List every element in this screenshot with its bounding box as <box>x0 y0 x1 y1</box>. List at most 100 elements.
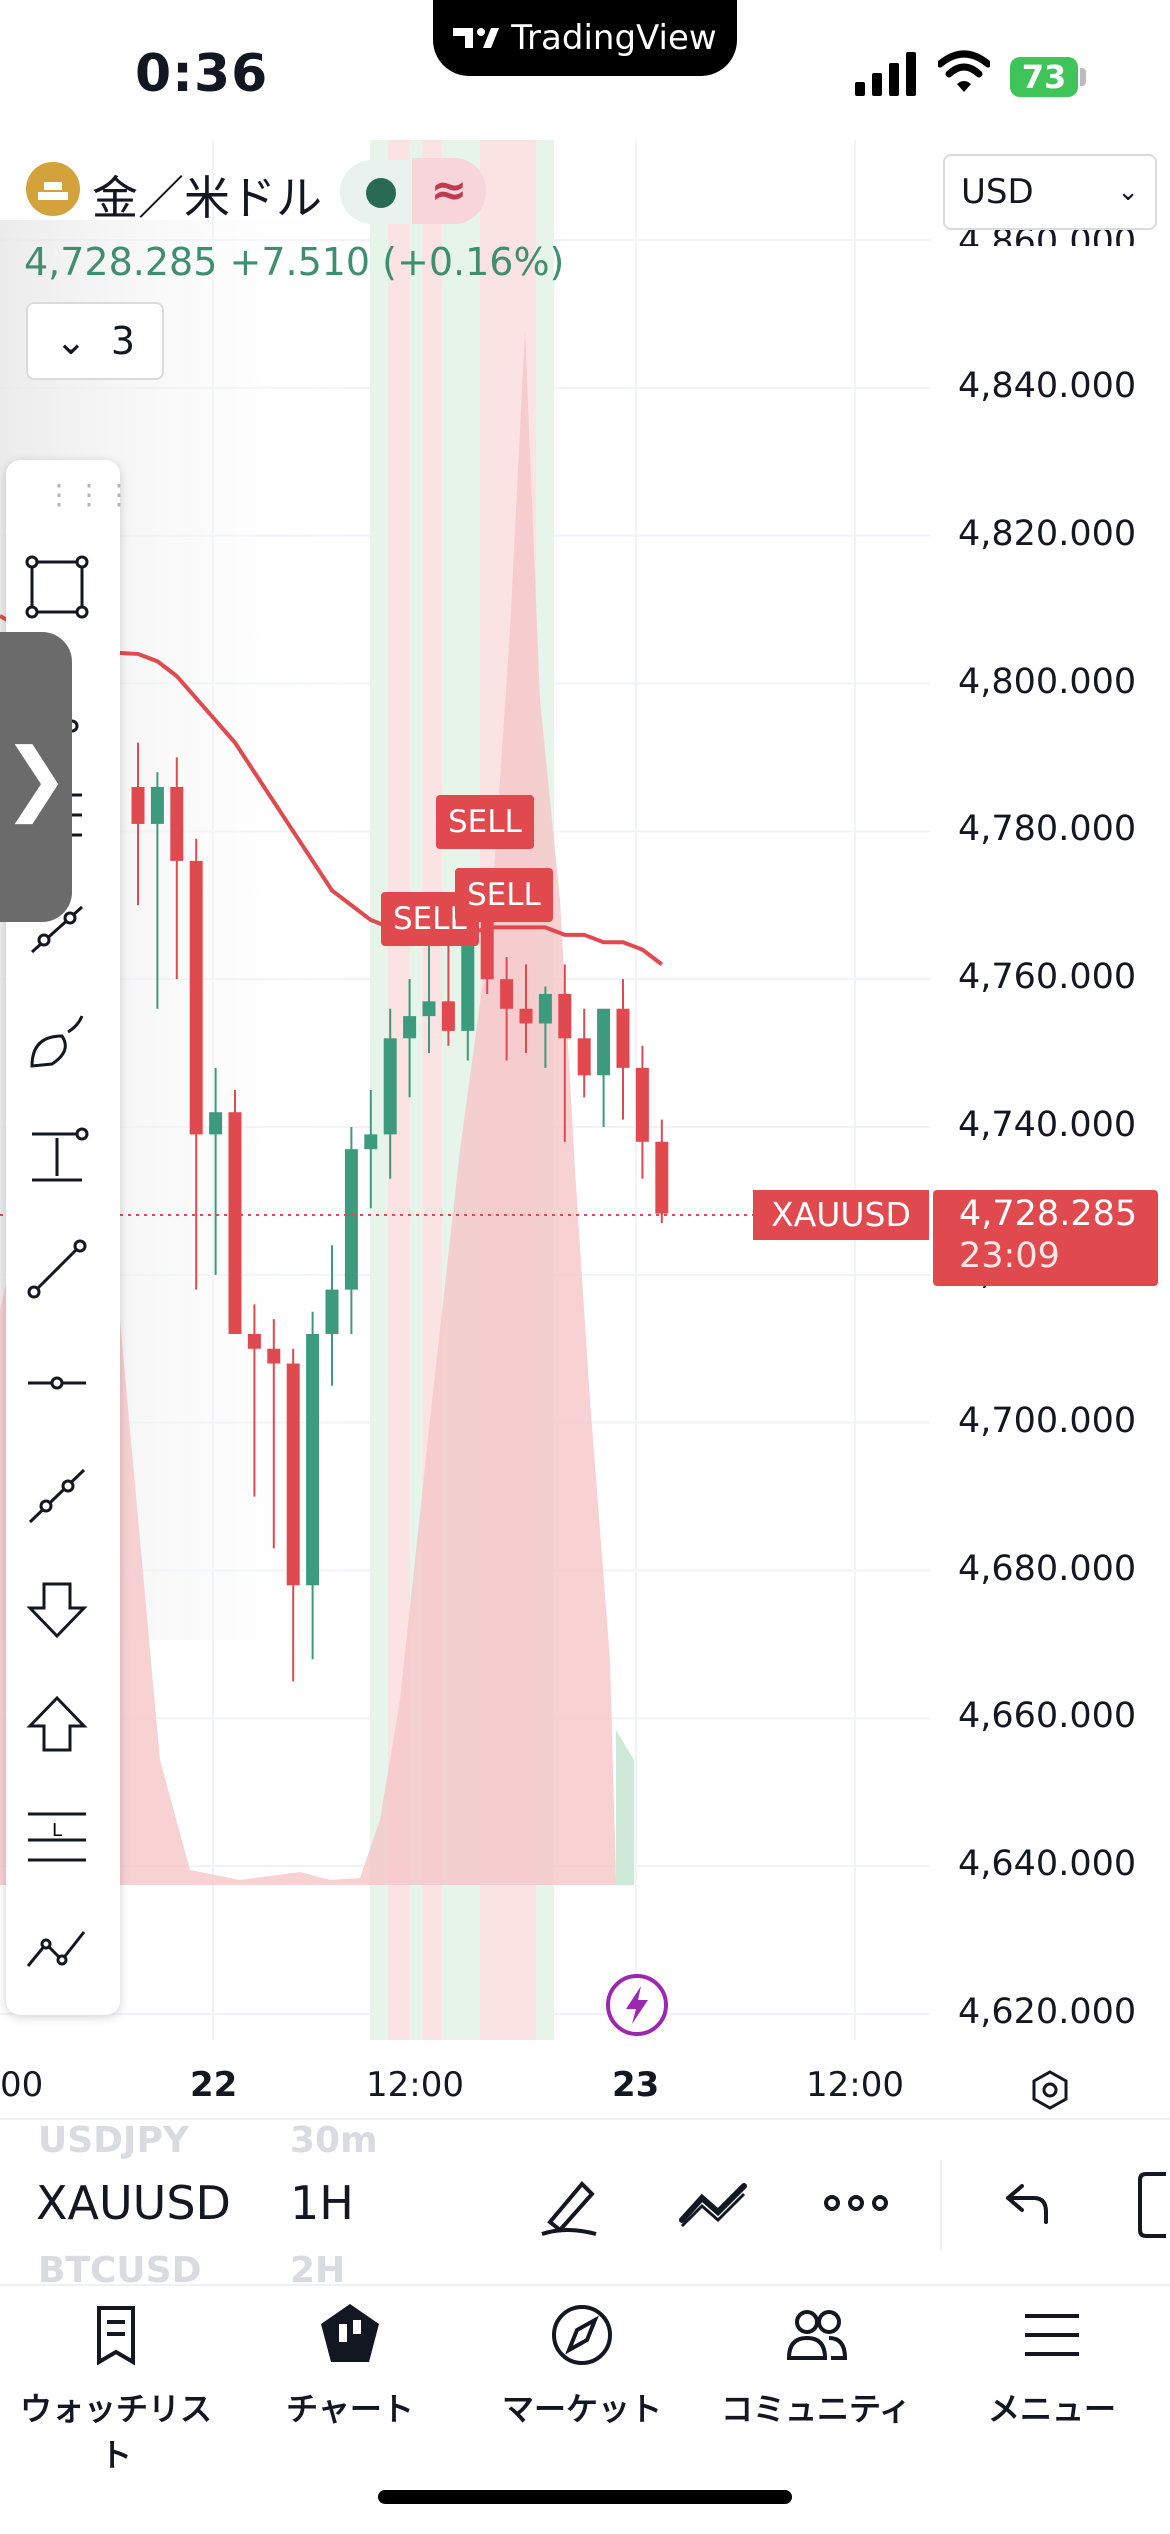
horizontal-line-tool-icon[interactable] <box>22 1348 92 1418</box>
chart-icon <box>321 2304 379 2362</box>
tab-label: マーケット <box>501 2390 662 2428</box>
undo-icon[interactable] <box>1000 2180 1052 2226</box>
gold-symbol-icon <box>26 162 80 216</box>
currency-select[interactable]: USD ⌄ <box>943 154 1157 230</box>
candle-body <box>422 1001 436 1017</box>
candle-body <box>344 1149 358 1290</box>
time-axis-label: 00 <box>0 2065 44 2105</box>
time-axis-label: 12:00 <box>366 2065 464 2105</box>
fullscreen-icon[interactable] <box>1136 2170 1170 2240</box>
wifi-icon <box>938 50 990 92</box>
price-axis-label: 4,660.000 <box>958 1696 1137 1737</box>
candle-body <box>577 1038 591 1076</box>
moving-average <box>0 614 664 966</box>
tab-label: チャート <box>286 2390 414 2428</box>
candle-body <box>325 1289 339 1334</box>
candle-body <box>267 1348 281 1364</box>
candle-body <box>364 1134 378 1150</box>
toolbar-grip-icon[interactable]: ⋮⋮⋮ <box>45 478 135 511</box>
home-indicator <box>378 2490 792 2504</box>
delayed-data-icon[interactable]: ≈ <box>412 158 486 224</box>
dynamic-island: TradingView <box>433 0 737 76</box>
current-price: 4,728.285 <box>959 1194 1138 1234</box>
ray-tool-icon[interactable] <box>22 1460 92 1530</box>
chart-settings-icon[interactable] <box>1028 2068 1072 2112</box>
long-position-tool-icon[interactable]: L <box>22 1800 92 1870</box>
price-axis-label: 4,780.000 <box>958 809 1137 850</box>
lightning-icon[interactable] <box>604 1972 670 2038</box>
candle-body <box>209 1112 223 1135</box>
brush-tool-icon[interactable] <box>22 1006 92 1076</box>
island-title: TradingView <box>511 18 717 58</box>
last-price-line: 4,728.285 +7.510 (+0.16%) <box>24 240 565 284</box>
time-axis-label: 22 <box>190 2065 238 2105</box>
prev-symbol[interactable]: USDJPY <box>38 2120 189 2161</box>
candles <box>131 742 669 1682</box>
trendline-tool-icon[interactable] <box>22 1234 92 1304</box>
candle-body <box>131 786 145 824</box>
candle-body <box>616 1008 630 1068</box>
pen-icon[interactable] <box>536 2170 606 2240</box>
candle-body <box>461 920 475 1031</box>
candle-body <box>228 1112 242 1334</box>
battery-icon: 73 <box>1010 57 1078 97</box>
symbol-name[interactable]: 金／米ドル <box>92 171 322 225</box>
candle-body <box>441 1001 455 1031</box>
svg-text:L: L <box>52 1820 62 1841</box>
market-open-dot-icon <box>366 178 396 208</box>
volume-area <box>0 330 634 1885</box>
candle-body <box>383 1038 397 1135</box>
price-axis-label: 4,640.000 <box>958 1844 1137 1885</box>
band <box>388 140 410 2040</box>
node-tool-icon[interactable] <box>22 892 92 962</box>
battery-nub <box>1080 68 1086 86</box>
chevron-down-icon: ⌄ <box>1117 177 1139 207</box>
tab-community[interactable]: コミュニティ <box>716 2300 916 2430</box>
arrow-down-tool-icon[interactable] <box>22 1574 92 1644</box>
tab-chart[interactable]: チャート <box>250 2300 450 2430</box>
indicators-collapse-button[interactable]: ⌄ 3 <box>26 302 164 380</box>
rectangle-tool-icon[interactable] <box>22 552 92 622</box>
current-price-tag: 4,728.285 23:09 <box>933 1190 1158 1286</box>
indicators-icon[interactable] <box>678 2176 750 2232</box>
band <box>370 140 388 2040</box>
measure-tool-icon[interactable] <box>22 1120 92 1190</box>
tab-menu[interactable]: メニュー <box>952 2300 1152 2430</box>
indicators-count: 3 <box>110 319 136 363</box>
community-icon <box>786 2310 848 2360</box>
candle-body <box>170 786 184 861</box>
volume-area <box>0 330 616 1885</box>
tab-label: コミュニティ <box>720 2390 912 2428</box>
candle-body <box>286 1363 300 1586</box>
candle-body <box>189 860 203 1135</box>
chevron-down-icon: ⌄ <box>54 319 87 363</box>
tab-market[interactable]: マーケット <box>482 2300 682 2430</box>
currency-value: USD <box>961 172 1034 212</box>
sell-signal-tag: SELL <box>436 795 534 849</box>
path-tool-icon[interactable] <box>22 1914 92 1984</box>
price-axis-label: 4,680.000 <box>958 1548 1137 1589</box>
prev-interval[interactable]: 30m <box>290 2120 378 2161</box>
tab-label: ウォッチリスト <box>19 2390 212 2474</box>
current-interval[interactable]: 1H <box>290 2176 354 2230</box>
current-symbol[interactable]: XAUUSD <box>36 2176 231 2230</box>
more-icon[interactable] <box>820 2188 892 2218</box>
sell-signal-tag: SELL <box>455 868 553 922</box>
ma-line <box>0 614 664 966</box>
time-axis-label: 23 <box>612 2065 660 2105</box>
tradingview-logo-icon <box>453 28 500 48</box>
symbol-price-line-tag: XAUUSD <box>753 1190 929 1240</box>
candle-body <box>247 1333 261 1349</box>
volume-area-tail <box>616 1730 634 1885</box>
arrow-up-tool-icon[interactable] <box>22 1688 92 1758</box>
candle-body <box>597 1008 611 1076</box>
status-time: 0:36 <box>135 44 269 104</box>
price-axis-label: 4,620.000 <box>958 1992 1137 2032</box>
price-axis-label: 4,700.000 <box>958 1400 1137 1441</box>
candle-body <box>306 1333 320 1586</box>
tab-label: メニュー <box>987 2390 1116 2428</box>
tab-watchlist[interactable]: ウォッチリスト <box>16 2300 216 2476</box>
cellular-signal-icon <box>855 52 916 96</box>
toolbar-expand-button[interactable]: ❯ <box>0 632 72 922</box>
candle-body <box>150 786 164 824</box>
